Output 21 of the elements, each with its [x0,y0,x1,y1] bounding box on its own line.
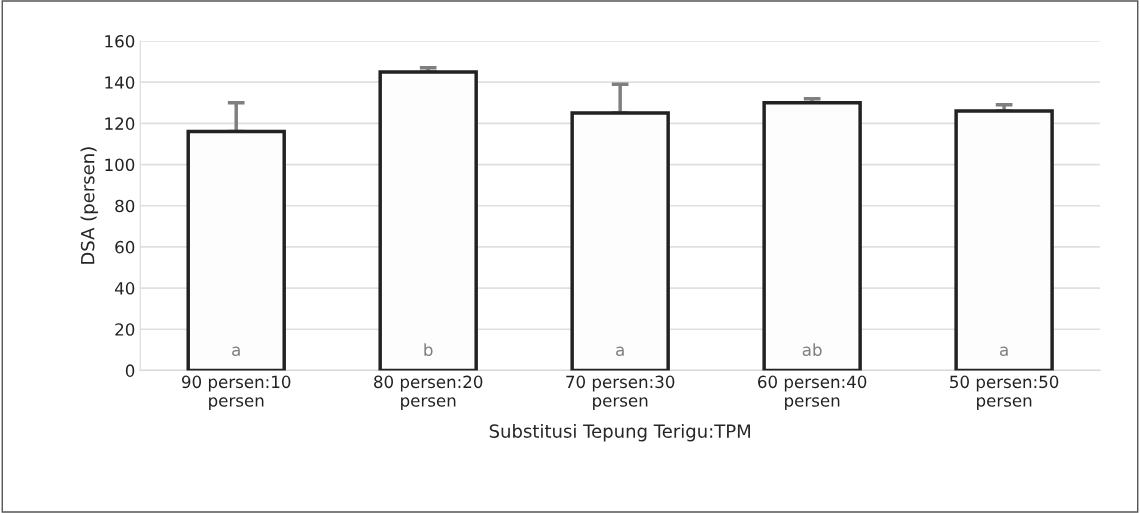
annotation: a [232,346,240,357]
y-tick-label: 100 [105,158,135,172]
x-tick-label: 70 persen:30 persen [566,375,675,411]
annotation: ab [802,343,822,357]
y-tick-label: 20 [115,323,135,336]
y-tick-label: 60 [115,240,135,254]
y-tick-label: 160 [105,35,135,48]
y-tick-label: 40 [114,282,135,295]
annotation: a [1000,346,1008,357]
y-tick-label: 140 [105,76,135,89]
x-tick-label: 50 persen:50 persen [950,375,1059,411]
x-tick-label: 90 persen:10 persen [182,375,291,411]
x-axis-title: Substitusi Tepung Terigu:TPM [489,423,750,442]
x-tick-label: 80 persen:20 persen [374,375,483,411]
annotation: a [616,346,624,357]
y-tick-label: 80 [115,199,135,213]
y-axis-title: DSA (persen) [80,147,98,264]
y-tick-label: 0 [125,364,135,377]
x-tick-label: 60 persen:40 persen [758,375,867,411]
y-tick-label: 120 [105,117,135,130]
annotation: b [424,343,433,357]
